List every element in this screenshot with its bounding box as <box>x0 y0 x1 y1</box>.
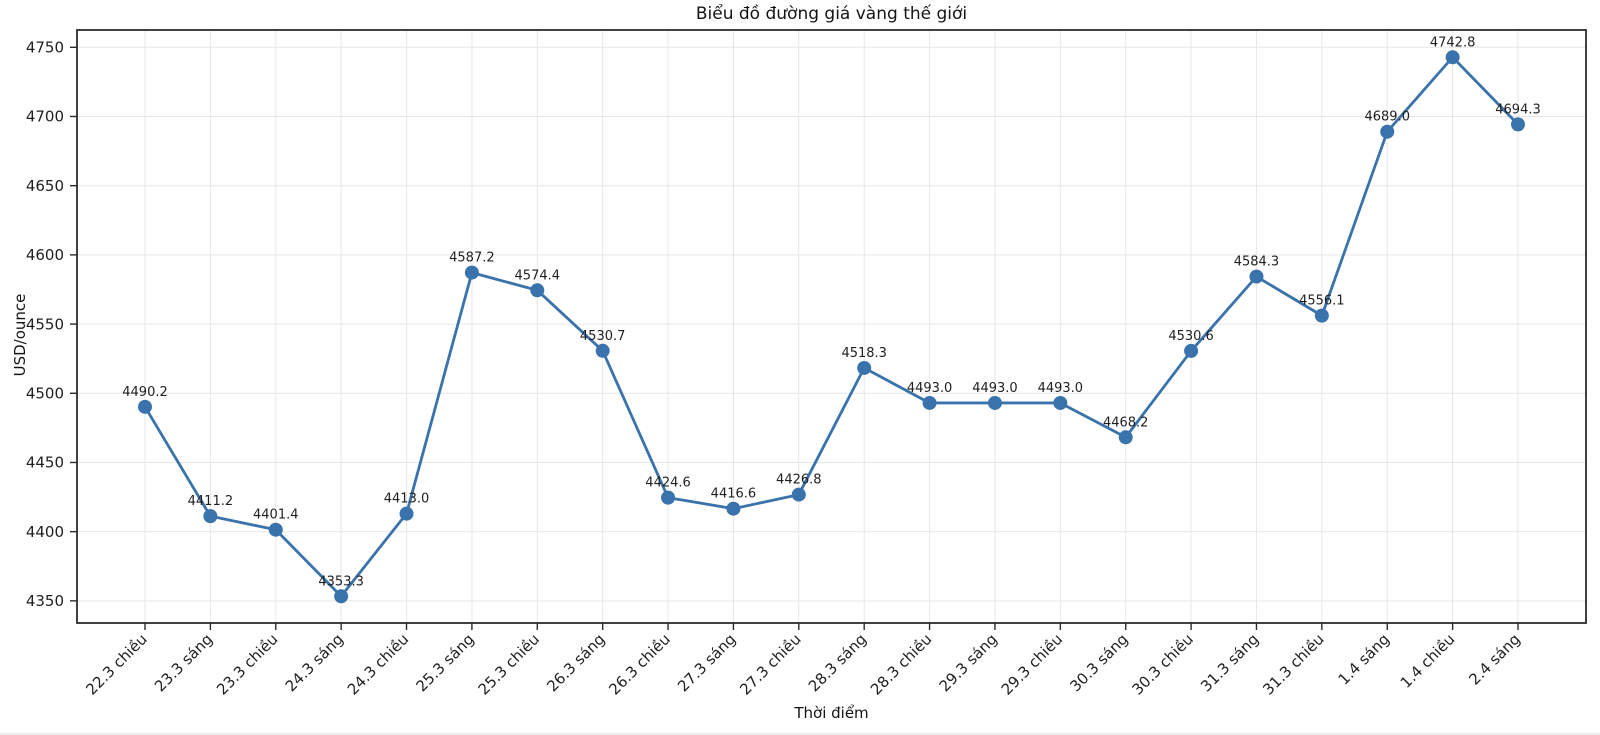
x-tick-label: 30.3 chiều <box>1128 630 1196 698</box>
data-point-marker <box>726 501 741 516</box>
data-point-label: 4493.0 <box>907 381 953 396</box>
x-tick-label: 27.3 chiều <box>736 630 804 698</box>
y-tick-label: 4600 <box>26 246 64 264</box>
y-tick-label: 4400 <box>26 523 64 541</box>
x-tick-label: 1.4 sáng <box>1335 630 1393 688</box>
x-tick-label: 29.3 chiều <box>998 630 1066 698</box>
data-point-marker <box>1184 343 1199 358</box>
data-point-label: 4556.1 <box>1299 294 1345 309</box>
x-tick-label: 2.4 sáng <box>1465 630 1523 688</box>
data-point-marker <box>661 490 676 505</box>
x-tick-label: 29.3 sáng <box>936 630 1001 695</box>
y-tick-label: 4550 <box>26 315 64 333</box>
data-point-label: 4584.3 <box>1234 255 1280 270</box>
x-tick-label: 28.3 chiều <box>867 630 935 698</box>
x-tick-label: 25.3 chiều <box>475 630 543 698</box>
data-point-marker <box>922 395 937 410</box>
data-point-marker <box>138 399 152 414</box>
x-tick-label: 30.3 sáng <box>1066 630 1131 695</box>
data-point-label: 4689.0 <box>1364 110 1410 125</box>
data-point-label: 4742.8 <box>1430 35 1476 50</box>
x-tick-label: 28.3 sáng <box>805 630 870 695</box>
data-point-label: 4530.6 <box>1168 329 1214 344</box>
data-point-marker <box>1118 430 1133 445</box>
data-point-label: 4424.6 <box>645 476 691 491</box>
y-tick-label: 4500 <box>26 385 64 403</box>
data-point-label: 4490.2 <box>122 385 168 400</box>
data-point-marker <box>1380 124 1395 139</box>
data-point-label: 4694.3 <box>1495 102 1541 117</box>
data-point-marker <box>530 283 545 298</box>
y-tick-label: 4750 <box>26 39 64 57</box>
data-point-marker <box>857 360 872 375</box>
x-tick-label: 26.3 sáng <box>543 630 608 695</box>
x-axis-label: Thời điểm <box>794 704 869 722</box>
data-point-marker <box>334 589 349 604</box>
data-point-label: 4413.0 <box>384 492 430 507</box>
x-tick-label: 31.3 chiều <box>1259 630 1327 698</box>
data-point-label: 4468.2 <box>1103 415 1149 430</box>
y-tick-label: 4650 <box>26 177 64 195</box>
data-point-label: 4587.2 <box>449 251 495 266</box>
axes-frame <box>76 29 1587 624</box>
data-point-marker <box>1314 308 1329 323</box>
x-tick-label: 22.3 chiều <box>82 630 150 698</box>
data-point-label: 4426.8 <box>776 473 822 488</box>
data-point-marker <box>1053 395 1068 410</box>
y-tick-label: 4700 <box>26 108 64 126</box>
x-tick-label: 26.3 chiều <box>605 630 673 698</box>
data-point-label: 4416.6 <box>711 487 757 502</box>
data-point-marker <box>791 487 806 502</box>
data-point-label: 4518.3 <box>841 346 887 361</box>
x-tick-label: 23.3 chiều <box>213 630 281 698</box>
x-tick-label: 23.3 sáng <box>151 630 216 695</box>
x-tick-label: 27.3 sáng <box>674 630 739 695</box>
data-point-marker <box>1249 269 1264 284</box>
data-point-marker <box>595 343 610 358</box>
data-point-label: 4493.0 <box>972 381 1018 396</box>
data-point-marker <box>268 522 283 537</box>
x-tick-label: 31.3 sáng <box>1197 630 1262 695</box>
data-point-label: 4353.3 <box>318 574 364 589</box>
data-point-label: 4574.4 <box>515 268 561 283</box>
data-point-label: 4411.2 <box>188 494 234 509</box>
data-point-marker <box>987 395 1002 410</box>
x-tick-label: 24.3 sáng <box>282 630 347 695</box>
data-point-marker <box>399 506 414 521</box>
x-tick-label: 25.3 sáng <box>413 630 478 695</box>
price-line <box>143 55 1520 598</box>
data-point-label: 4530.7 <box>580 329 626 344</box>
data-point-label: 4493.0 <box>1038 381 1084 396</box>
data-point-label: 4401.4 <box>253 508 299 523</box>
data-point-marker <box>203 509 218 524</box>
data-point-marker <box>1445 50 1460 65</box>
data-point-marker <box>464 265 479 280</box>
chart-title: Biểu đồ đường giá vàng thế giới <box>695 4 968 24</box>
y-tick-label: 4350 <box>26 592 64 610</box>
y-tick-label: 4450 <box>26 454 64 472</box>
x-tick-label: 24.3 chiều <box>344 630 412 698</box>
data-point-marker <box>1511 117 1525 132</box>
x-tick-label: 1.4 chiều <box>1397 630 1459 692</box>
